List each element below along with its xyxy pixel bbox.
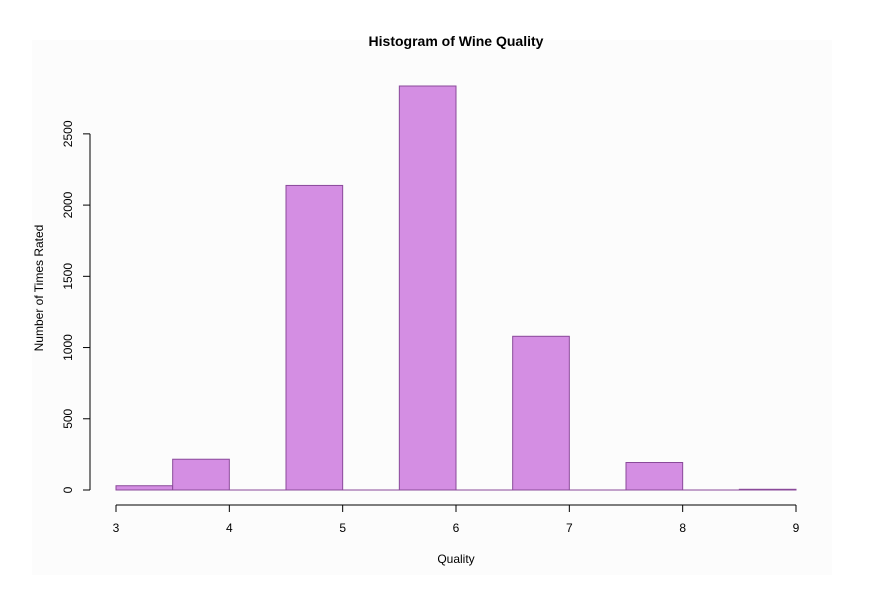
bars-group	[115, 85, 797, 491]
histogram-bar-1	[172, 458, 230, 491]
histogram-bar-3	[285, 184, 344, 491]
y-tick-label-1: 500	[61, 408, 75, 428]
y-axis-label: Number of Times Rated	[32, 225, 46, 352]
y-axis: 0 500 1000 1500 2000 2500	[61, 120, 91, 493]
y-tick-label-4: 2000	[61, 191, 75, 218]
x-tick-label-6: 9	[793, 521, 800, 535]
x-axis-label: Quality	[437, 552, 474, 566]
x-tick-label-3: 6	[453, 521, 460, 535]
y-tick-label-2: 1000	[61, 334, 75, 361]
x-tick-label-5: 8	[679, 521, 686, 535]
x-tick-label-2: 5	[339, 521, 346, 535]
y-tick-label-3: 1500	[61, 263, 75, 290]
chart-title: Histogram of Wine Quality	[369, 33, 544, 49]
x-tick-label-1: 4	[226, 521, 233, 535]
x-tick-label-0: 3	[113, 521, 120, 535]
histogram-bar-11	[738, 488, 797, 491]
histogram-bar-7	[512, 335, 570, 491]
x-tick-label-4: 7	[566, 521, 573, 535]
x-axis: 3 4 5 6 7 8 9	[113, 504, 800, 535]
histogram-bar-5	[398, 85, 457, 491]
histogram-bar-9	[625, 462, 684, 491]
y-tick-label-0: 0	[61, 486, 75, 493]
y-tick-label-5: 2500	[61, 120, 75, 147]
histogram-bar-0	[115, 485, 174, 491]
